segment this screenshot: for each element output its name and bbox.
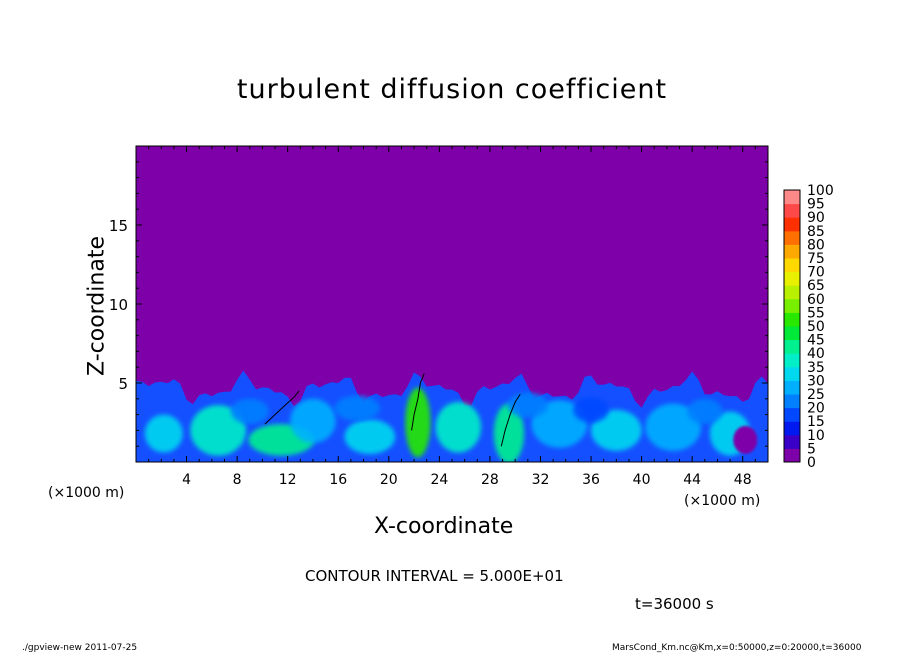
x-tick-label: 20 <box>380 472 398 488</box>
x-tick-label: 48 <box>734 472 752 488</box>
colorbar-swatch <box>784 190 800 205</box>
colorbar-swatch <box>784 258 800 273</box>
footer-data-source: MarsCond_Km.nc@Km,x=0:50000,z=0:20000,t=… <box>612 643 862 653</box>
colorbar-label: 95 <box>807 197 825 213</box>
chart-title: turbulent diffusion coefficient <box>236 74 668 105</box>
contour-line <box>411 373 425 431</box>
x-unit-label-right: (×1000 m) <box>684 493 761 509</box>
colorbar-swatch <box>784 339 800 354</box>
colorbar-label: 0 <box>807 455 816 471</box>
colorbar-label: 30 <box>807 373 825 389</box>
colorbar-label: 75 <box>807 251 825 267</box>
contour-line <box>500 393 521 447</box>
turbulence-patch <box>573 397 609 423</box>
colorbar-label: 15 <box>807 414 825 430</box>
calm-pocket <box>733 425 758 454</box>
turbulence-patch <box>334 395 380 421</box>
turbulence-patch <box>531 400 588 448</box>
colorbar-swatch <box>784 448 800 463</box>
y-tick-label: 15 <box>109 217 128 235</box>
x-tick-label: 4 <box>182 472 191 488</box>
x-tick-label: 32 <box>532 472 550 488</box>
colorbar-swatch <box>784 312 800 327</box>
turbulence-patch <box>687 398 723 425</box>
x-tick-label: 44 <box>683 472 701 488</box>
turbulence-patch <box>144 414 183 453</box>
colorbar-frame <box>783 189 801 463</box>
colorbar-label: 25 <box>807 387 825 403</box>
colorbar-swatch <box>784 434 800 449</box>
colorbar-swatch <box>784 298 800 313</box>
x-tick-label: 28 <box>481 472 499 488</box>
colorbar-label: 65 <box>807 278 825 294</box>
colorbar-label: 20 <box>807 401 825 417</box>
x-tick-label: 40 <box>633 472 651 488</box>
turbulent-layer <box>136 370 768 462</box>
colorbar-swatch <box>784 366 800 381</box>
turbulence-patch <box>645 403 702 451</box>
footer-program-date: ./gpview-new 2011-07-25 <box>22 643 138 653</box>
turbulence-patch <box>591 409 642 451</box>
x-axis-label: X-coordinate <box>374 514 514 539</box>
colorbar-label: 80 <box>807 237 825 253</box>
colorbar-swatch <box>784 244 800 259</box>
colorbar-label: 40 <box>807 346 825 362</box>
colorbar-label: 10 <box>807 428 825 444</box>
colorbar-swatch <box>784 203 800 218</box>
colorbar-swatch <box>784 394 800 409</box>
contour-line <box>264 390 300 425</box>
y-tick-label: 5 <box>118 375 128 393</box>
colorbar-swatch <box>784 326 800 341</box>
colorbar-label: 85 <box>807 224 825 240</box>
colorbar-label: 60 <box>807 292 825 308</box>
colorbar-label: 35 <box>807 360 825 376</box>
colorbar-label: 45 <box>807 333 825 349</box>
colorbar-swatch <box>784 407 800 422</box>
turbulence-patch <box>190 405 246 456</box>
x-tick-label: 12 <box>279 472 297 488</box>
turbulence-patch <box>493 403 525 462</box>
x-tick-label: 8 <box>233 472 242 488</box>
x-tick-label: 24 <box>430 472 448 488</box>
turbulence-patch <box>435 401 482 453</box>
colorbar-swatch <box>784 230 800 245</box>
x-tick-label: 16 <box>329 472 347 488</box>
turbulence-patch <box>405 387 431 458</box>
x-axis: 4 8 12 16 20 24 28 32 36 40 44 48 <box>148 146 756 488</box>
colorbar-label: 50 <box>807 319 825 335</box>
contour-interval-label: CONTOUR INTERVAL = 5.000E+01 <box>305 567 564 585</box>
turbulence-patch <box>290 398 336 444</box>
colorbar-label: 90 <box>807 210 825 226</box>
x-unit-label-left: (×1000 m) <box>48 485 125 501</box>
time-label: t=36000 s <box>635 595 714 613</box>
colorbar-label: 70 <box>807 265 825 281</box>
colorbar-label: 100 <box>807 183 834 199</box>
turbulence-patch <box>344 419 396 455</box>
colorbar-swatch <box>784 271 800 286</box>
x-tick-label: 36 <box>582 472 600 488</box>
colorbar-label: 55 <box>807 305 825 321</box>
colorbar-swatch <box>784 421 800 436</box>
y-axis: 5 10 15 <box>109 161 768 447</box>
colorbar-swatch <box>784 380 800 395</box>
turbulence-patch <box>230 398 269 425</box>
colorbar-swatch <box>784 285 800 300</box>
colorbar: 0510152025303540455055606570758085909510… <box>783 183 834 471</box>
colorbar-swatch <box>784 353 800 368</box>
y-tick-label: 10 <box>109 296 128 314</box>
y-axis-label: Z-coordinate <box>84 236 110 376</box>
colorbar-label: 5 <box>807 441 816 457</box>
colorbar-swatch <box>784 217 800 232</box>
